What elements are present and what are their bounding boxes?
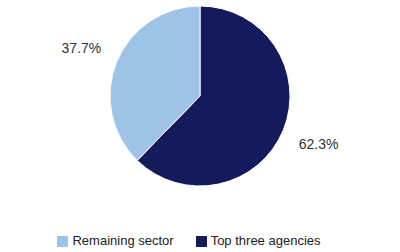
- html-text:Top three agencies: Top three agencies: [210, 233, 321, 248]
- svg-text:62.3%: 62.3%: [299, 136, 339, 152]
- html-text:Remaining sector: Remaining sector: [72, 233, 174, 248]
- svg-text:37.7%: 37.7%: [62, 40, 102, 56]
